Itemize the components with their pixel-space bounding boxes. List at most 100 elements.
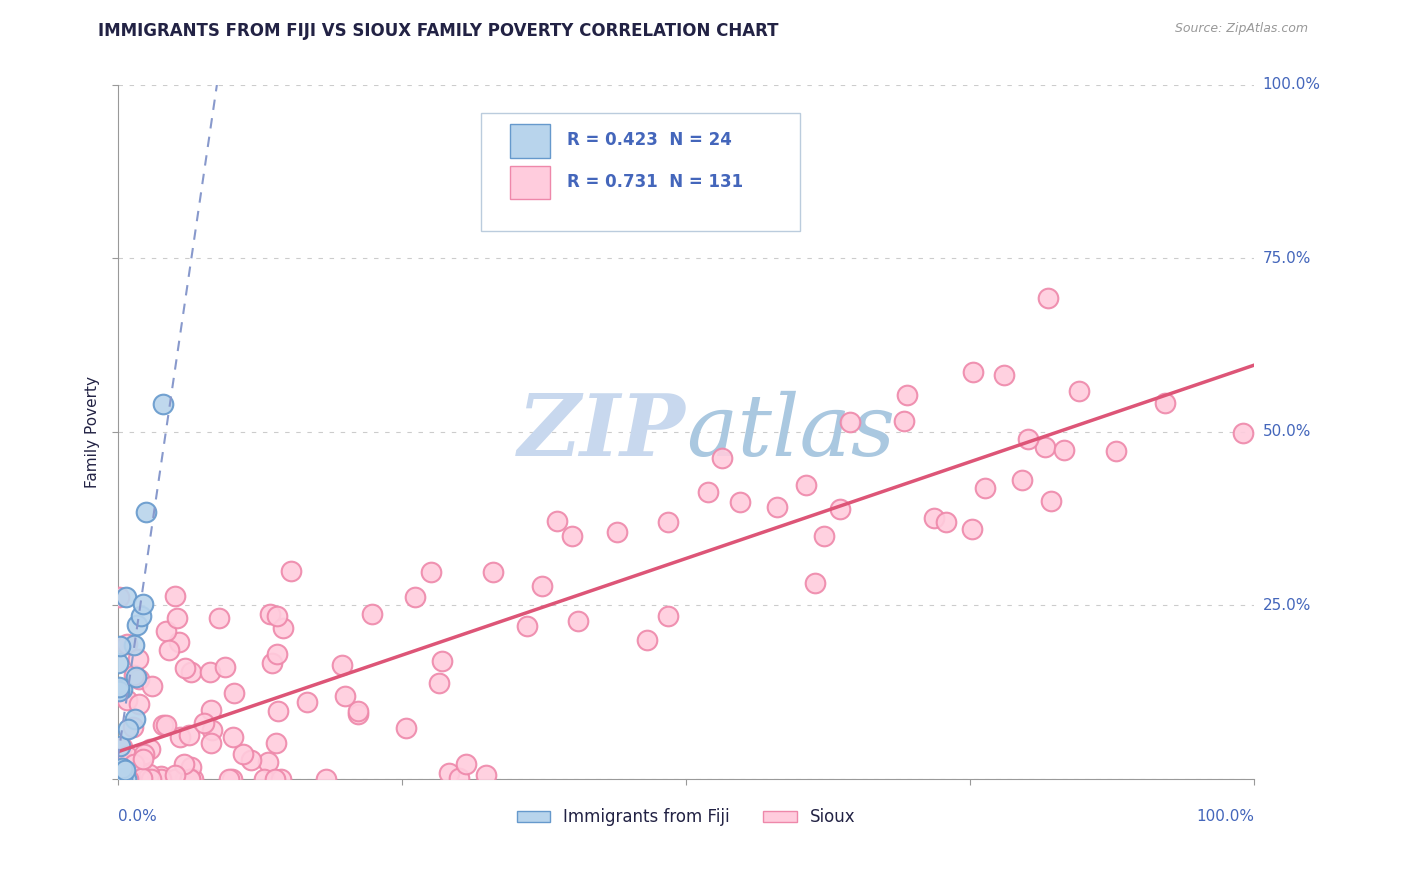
Point [124, 668, 146, 682]
Text: ZIP: ZIP [519, 390, 686, 474]
Point [232, 747, 254, 761]
Point [193, 715, 215, 730]
Point [115, 693, 138, 707]
Point [1040, 494, 1063, 508]
Point [711, 450, 734, 465]
Legend: Immigrants from Fiji, Sioux: Immigrants from Fiji, Sioux [510, 802, 862, 833]
Text: 50.0%: 50.0% [1263, 425, 1310, 440]
Point [1036, 291, 1059, 305]
Point [259, 607, 281, 621]
Point [427, 676, 450, 690]
Text: Source: ZipAtlas.com: Source: ZipAtlas.com [1174, 22, 1308, 36]
Y-axis label: Family Poverty: Family Poverty [86, 376, 100, 488]
Point [155, 624, 177, 638]
Point [174, 660, 197, 674]
Text: 0.0%: 0.0% [118, 809, 156, 824]
Point [117, 772, 139, 786]
Point [169, 730, 191, 744]
Point [110, 772, 132, 786]
Point [439, 766, 461, 780]
Point [134, 747, 156, 761]
Point [1232, 426, 1254, 441]
Point [221, 772, 243, 786]
Point [280, 564, 302, 578]
Point [838, 415, 860, 429]
Point [222, 730, 245, 744]
Point [561, 529, 583, 543]
Text: 75.0%: 75.0% [1263, 251, 1310, 266]
Point [108, 772, 131, 786]
Point [108, 739, 131, 754]
Point [200, 703, 222, 717]
Point [131, 771, 153, 785]
Point [107, 772, 129, 786]
Point [828, 502, 851, 516]
Point [173, 756, 195, 771]
Text: 25.0%: 25.0% [1263, 598, 1310, 613]
Point [108, 680, 131, 694]
Point [404, 590, 426, 604]
Point [395, 721, 418, 735]
Point [141, 679, 163, 693]
Point [114, 772, 136, 786]
Point [516, 618, 538, 632]
Point [267, 704, 290, 718]
Point [200, 736, 222, 750]
Point [155, 717, 177, 731]
Point [266, 609, 288, 624]
Point [165, 589, 187, 603]
Point [256, 755, 278, 769]
Bar [510, 166, 550, 200]
Point [271, 622, 294, 636]
Text: atlas: atlas [686, 391, 896, 474]
Point [270, 772, 292, 786]
Point [260, 656, 283, 670]
Text: IMMIGRANTS FROM FIJI VS SIOUX FAMILY POVERTY CORRELATION CHART: IMMIGRANTS FROM FIJI VS SIOUX FAMILY POV… [98, 22, 779, 40]
Point [167, 635, 190, 649]
Point [115, 748, 138, 763]
Point [218, 772, 240, 786]
Point [253, 772, 276, 786]
Point [179, 772, 201, 786]
Point [447, 772, 470, 786]
Point [330, 658, 353, 673]
Point [163, 768, 186, 782]
Point [1033, 440, 1056, 454]
Point [813, 529, 835, 543]
Bar [510, 125, 550, 158]
Point [201, 723, 224, 737]
Point [180, 665, 202, 679]
Point [567, 614, 589, 628]
Point [347, 706, 370, 721]
Point [135, 772, 157, 786]
Point [697, 485, 720, 500]
Point [114, 764, 136, 778]
Point [111, 762, 134, 776]
Point [794, 478, 817, 492]
FancyBboxPatch shape [481, 112, 800, 231]
Point [129, 609, 152, 624]
Point [993, 368, 1015, 383]
Point [222, 686, 245, 700]
Point [546, 514, 568, 528]
Point [531, 579, 554, 593]
Point [1053, 443, 1076, 458]
Point [240, 753, 263, 767]
Point [420, 566, 443, 580]
Point [657, 608, 679, 623]
Point [139, 772, 162, 786]
Point [935, 515, 957, 529]
Point [962, 365, 984, 379]
Point [728, 494, 751, 508]
Point [335, 689, 357, 703]
Point [1017, 433, 1039, 447]
Point [114, 772, 136, 786]
Point [107, 656, 129, 670]
Point [139, 741, 162, 756]
Point [636, 633, 658, 648]
Point [121, 720, 143, 734]
Point [117, 722, 139, 736]
Point [115, 590, 138, 604]
Point [132, 597, 155, 611]
Point [110, 640, 132, 654]
